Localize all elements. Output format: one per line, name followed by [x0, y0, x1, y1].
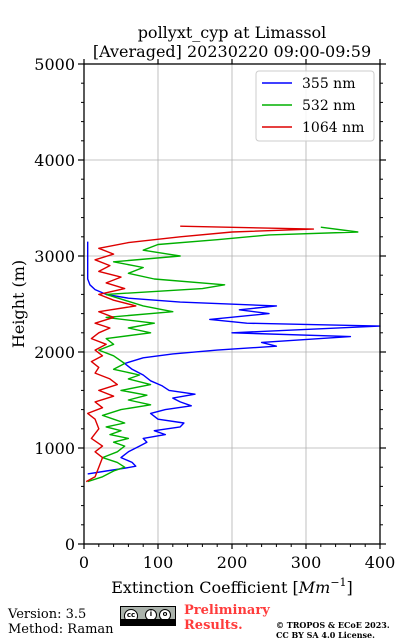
- y-tick-label: 1000: [34, 439, 75, 458]
- x-tick-label: 0: [79, 553, 89, 572]
- plot-frame: [83, 63, 381, 545]
- legend-box: [255, 70, 375, 142]
- copyright-notice: © TROPOS & ECoE 2023. CC BY SA 4.0 Licen…: [276, 620, 390, 640]
- x-tick-label: 400: [365, 553, 396, 572]
- x-axis-label-unit: Mm: [298, 578, 331, 597]
- x-axis-label-close: ]: [347, 578, 353, 597]
- legend-label-355-nm: 355 nm: [302, 76, 355, 92]
- x-axis-label-exponent: −1: [330, 576, 346, 589]
- preliminary-line-1: Preliminary: [184, 603, 270, 618]
- x-tick-label: 200: [217, 553, 248, 572]
- y-tick-label: 4000: [34, 151, 75, 170]
- chart-subtitle: [Averaged] 20230220 09:00-09:59: [93, 42, 371, 61]
- cc-logo-band: [121, 619, 175, 625]
- x-tick-label: 300: [291, 553, 322, 572]
- series-group: [85, 225, 381, 483]
- x-tick-label: 100: [143, 553, 174, 572]
- y-tick-label: 2000: [34, 343, 75, 362]
- x-axis-label-text: Extinction Coefficient [: [111, 578, 299, 597]
- series-line-1064-nm: [85, 225, 315, 483]
- cc-license-logo: cc i o: [120, 606, 176, 626]
- legend: 355 nm 532 nm 1064 nm: [255, 70, 375, 142]
- series-line-532-nm: [87, 226, 359, 483]
- copyright-line-2: CC BY SA 4.0 License.: [276, 630, 375, 640]
- by-icon: i: [145, 609, 157, 621]
- x-axis-label: Extinction Coefficient [Mm−1]: [111, 576, 353, 597]
- method-text: Method: Raman: [8, 622, 114, 637]
- series-line-355-nm: [86, 241, 381, 475]
- preliminary-line-2: Results.: [184, 618, 243, 633]
- chart-title: pollyxt_cyp at Limassol: [138, 23, 327, 42]
- legend-label-532-nm: 532 nm: [302, 98, 355, 114]
- copyright-line-1: © TROPOS & ECoE 2023.: [276, 620, 390, 630]
- legend-label-1064-nm: 1064 nm: [302, 120, 364, 136]
- y-axis-label: Height (m): [9, 260, 28, 348]
- y-tick-label: 5000: [34, 55, 75, 74]
- version-text: Version: 3.5: [8, 607, 87, 622]
- y-tick-label: 3000: [34, 247, 75, 266]
- preliminary-label: Preliminary Results.: [184, 603, 270, 633]
- y-tick-label: 0: [65, 535, 75, 554]
